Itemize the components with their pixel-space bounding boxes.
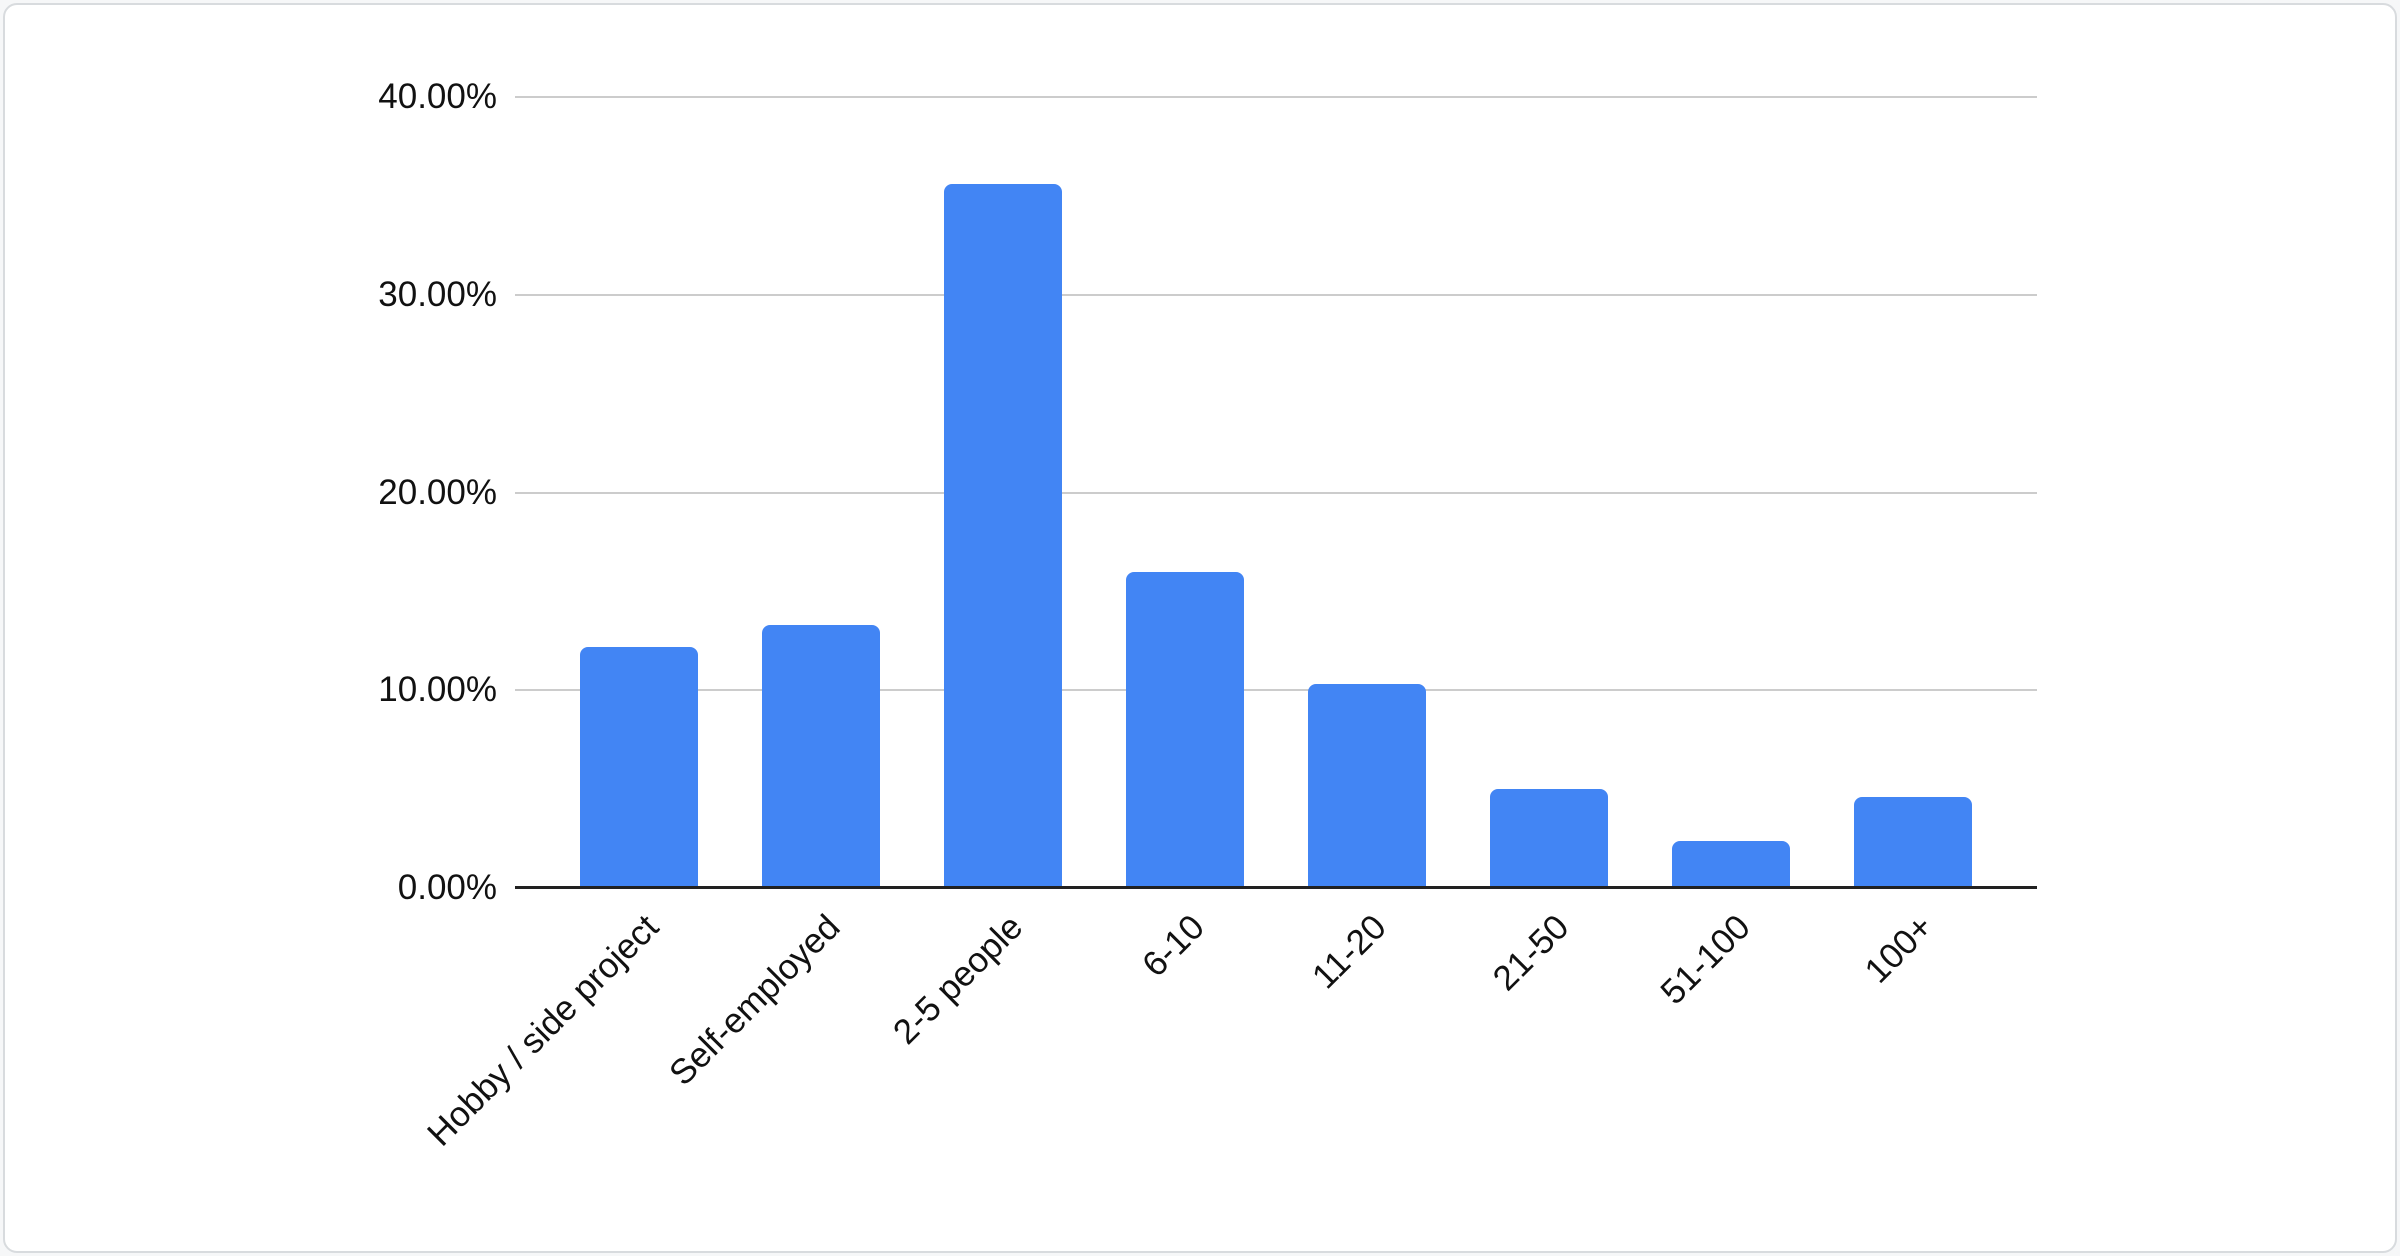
x-tick-label: 2-5 people [885, 907, 1030, 1052]
x-tick-label: 6-10 [1134, 907, 1213, 985]
x-tick-label: Self-employed [662, 907, 848, 1094]
bar[interactable] [1126, 571, 1245, 888]
chart-card: 0.00% 10.00% 20.00% 30.00% 40.00% Hobby / si… [3, 3, 2397, 1253]
y-tick-label: 40.00% [378, 77, 497, 116]
bar[interactable] [944, 184, 1063, 888]
y-tick-label: 10.00% [378, 670, 497, 710]
bar[interactable] [1854, 797, 1973, 888]
x-tick-label: 51-100 [1653, 907, 1759, 1012]
bar[interactable] [1672, 840, 1791, 888]
gridline [515, 96, 2037, 98]
bar[interactable] [580, 646, 698, 888]
x-tick-label: 11-20 [1305, 907, 1395, 997]
gridline [515, 689, 2037, 692]
bar-chart: 0.00% 10.00% 20.00% 30.00% 40.00% Hobby / si… [5, 5, 2395, 1251]
y-tick-label: 0.00% [397, 868, 497, 907]
x-tick-label: Hobby / side project [419, 907, 666, 1154]
bar[interactable] [762, 624, 881, 888]
bar[interactable] [1490, 789, 1609, 888]
x-axis-line [515, 886, 2037, 889]
x-tick-label: 21-50 [1485, 907, 1577, 999]
gridline [515, 293, 2037, 296]
gridline [515, 491, 2037, 494]
y-tick-label: 30.00% [378, 274, 497, 314]
y-tick-label: 20.00% [378, 472, 497, 512]
bar[interactable] [1308, 684, 1427, 888]
x-tick-label: 100+ [1856, 907, 1941, 991]
